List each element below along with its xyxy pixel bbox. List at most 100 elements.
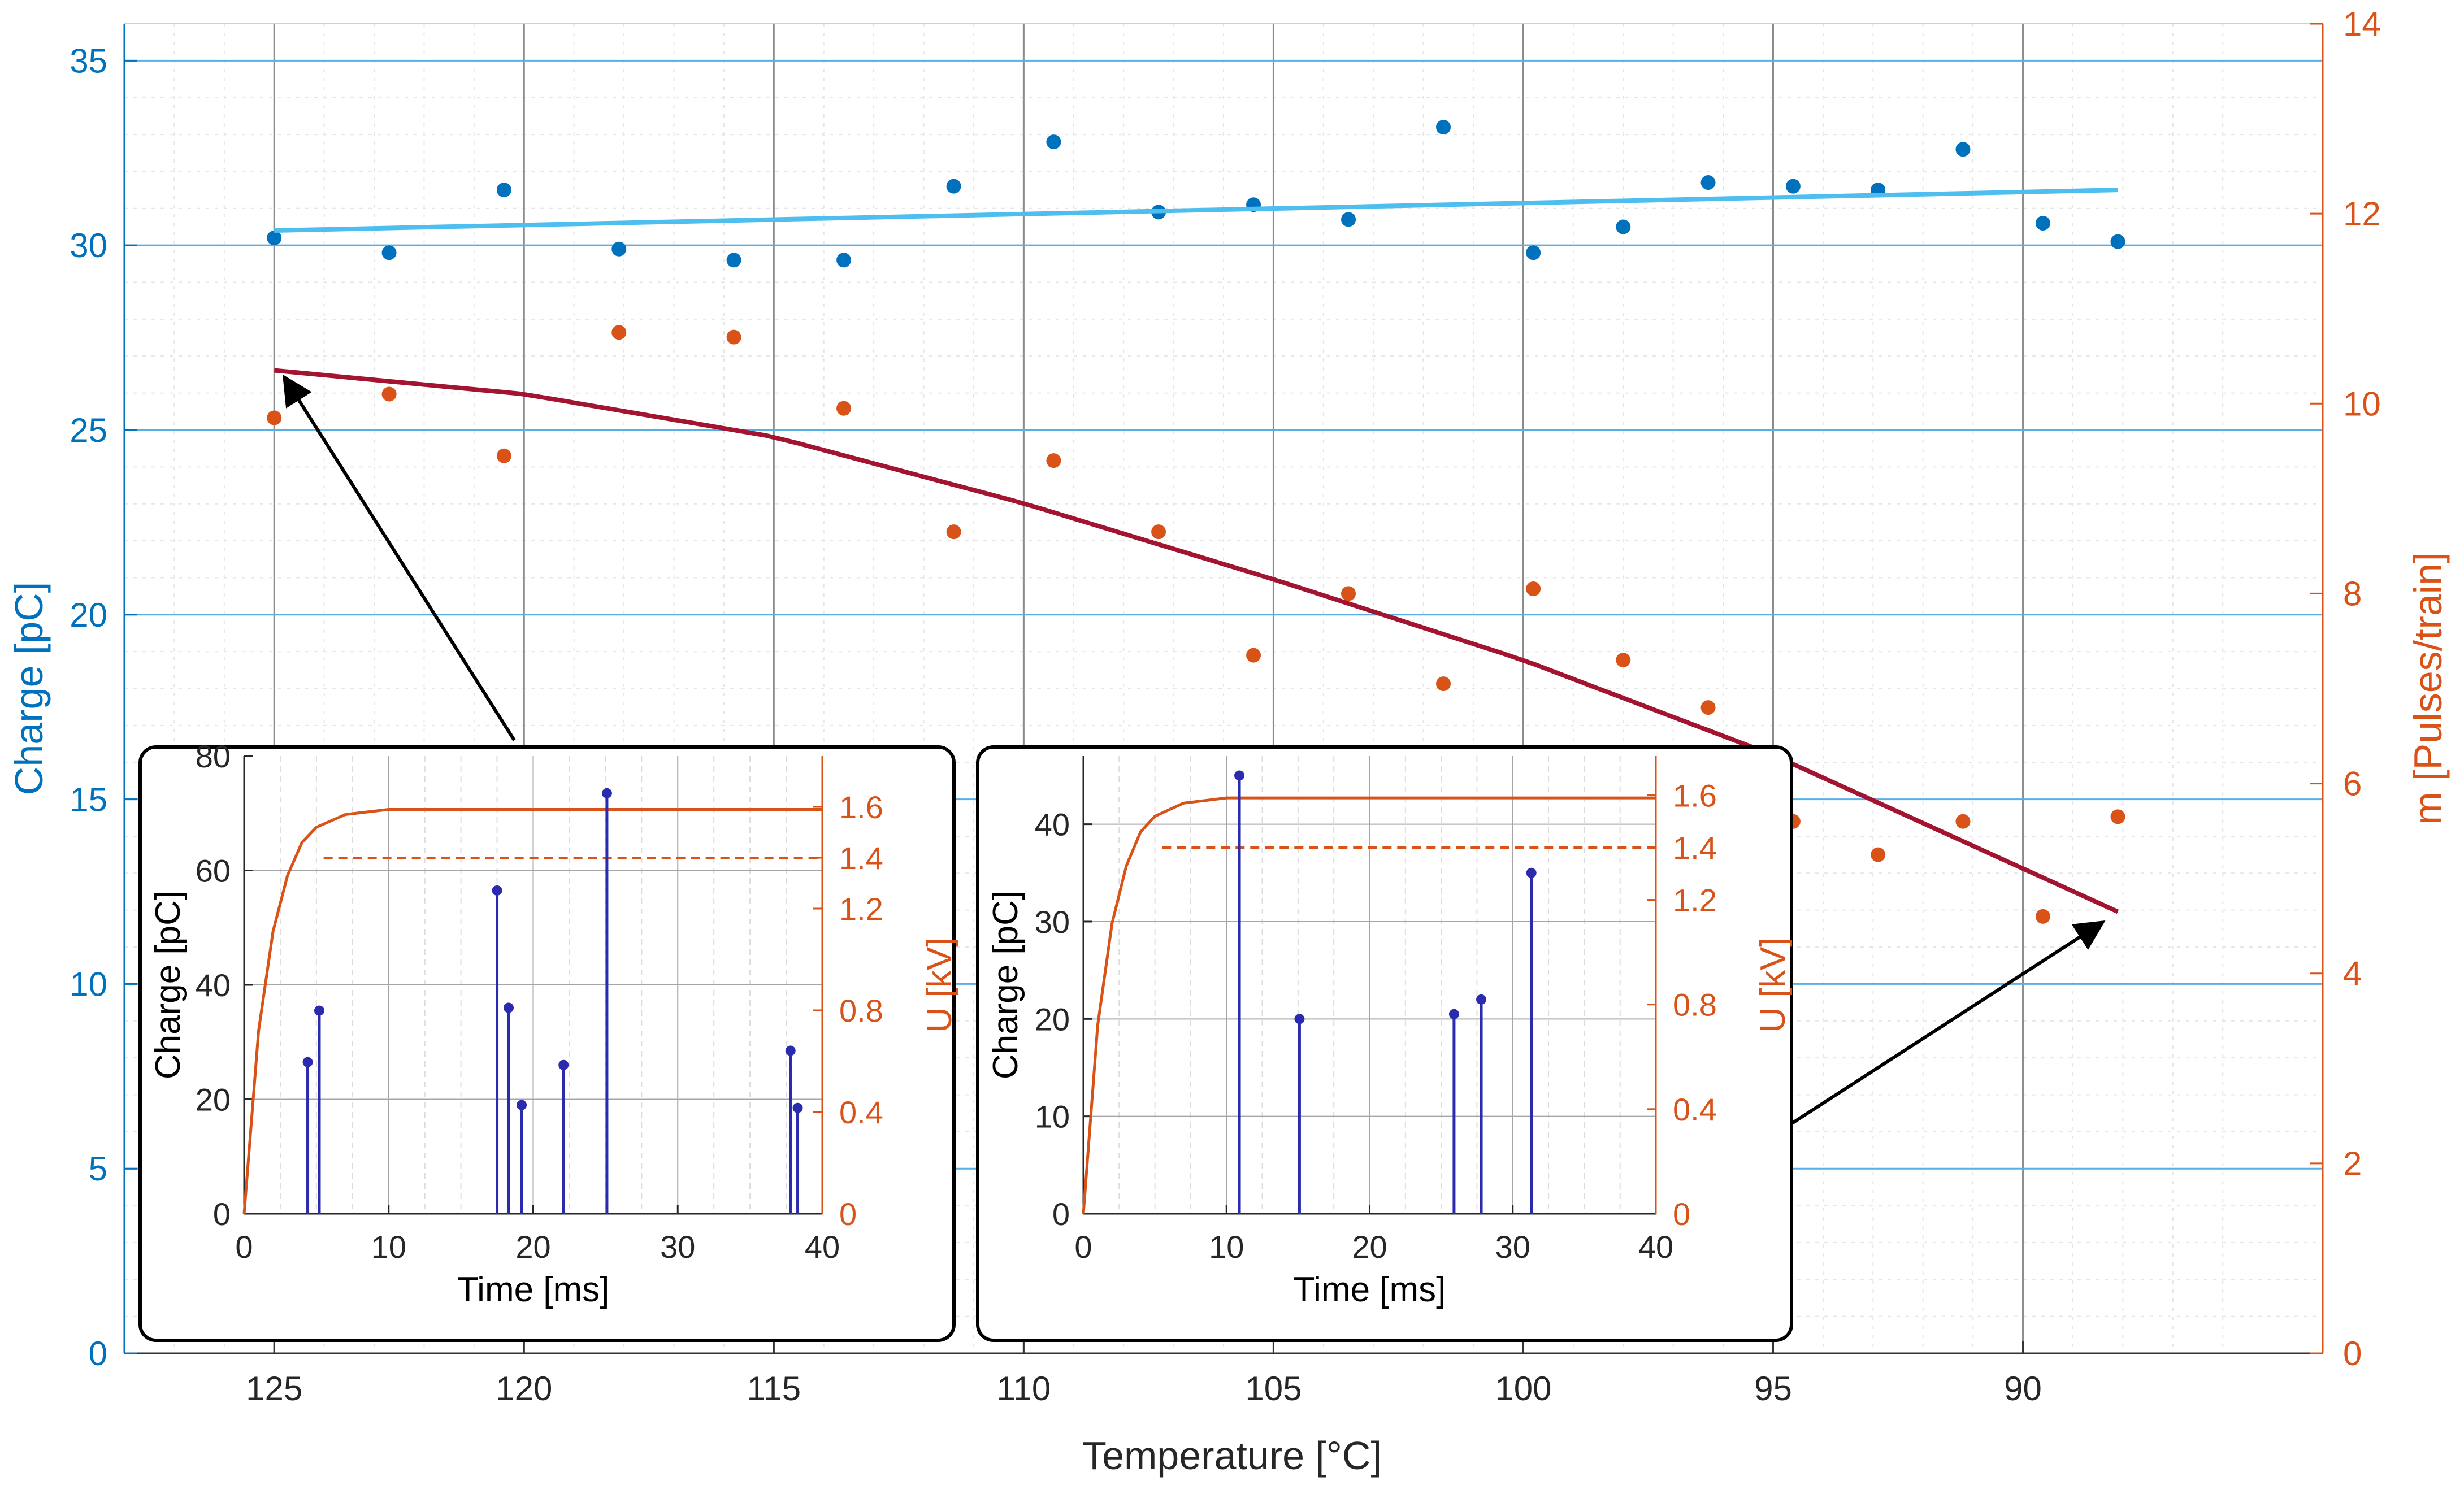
- inset-right-tick-label: 1.6: [1673, 778, 1717, 813]
- inset-stem-marker: [792, 1102, 803, 1113]
- left-tick-label: 5: [89, 1150, 107, 1188]
- arrow-to-start: [283, 374, 516, 741]
- charge-point: [496, 183, 511, 198]
- right-tick-label: 14: [2343, 5, 2381, 43]
- x-tick-label: 120: [496, 1370, 552, 1408]
- pulses-point: [267, 410, 282, 425]
- left-tick-label: 25: [70, 411, 107, 449]
- x-tick-label: 105: [1245, 1370, 1302, 1408]
- inset-stem-marker: [1448, 1009, 1459, 1019]
- inset-stem-marker: [314, 1005, 324, 1016]
- pulses-point: [726, 329, 741, 345]
- inset-left-tick-label: 40: [196, 967, 231, 1003]
- inset-frame: [138, 745, 956, 1342]
- charge-point: [1341, 212, 1356, 227]
- pulses-point: [1341, 586, 1356, 601]
- charge-point: [381, 245, 397, 260]
- inset-stem-marker: [504, 1002, 514, 1013]
- right-tick-label: 12: [2343, 195, 2381, 233]
- inset-right-tick-label: 1.4: [1673, 830, 1717, 866]
- inset-x-tick-label: 30: [1495, 1229, 1530, 1265]
- annotation-arrows: [283, 374, 2106, 1129]
- right-tick-label: 10: [2343, 385, 2381, 423]
- pulses-point: [611, 325, 627, 340]
- left-tick-label: 15: [70, 781, 107, 819]
- pulses-series: [267, 325, 2125, 924]
- right-axis-title: m [Pulses/train]: [2406, 552, 2450, 824]
- x-tick-label: 125: [246, 1370, 302, 1408]
- inset-x-tick-label: 0: [1074, 1229, 1092, 1265]
- inset-stem-marker: [517, 1100, 527, 1110]
- pulses-point: [946, 524, 961, 540]
- arrow-to-end: [1785, 920, 2106, 1129]
- inset-left-axis-title: Charge [pC]: [986, 891, 1025, 1079]
- inset-x-tick-label: 40: [1638, 1229, 1673, 1265]
- inset-x-tick-label: 20: [1352, 1229, 1387, 1265]
- right-tick-label: 2: [2343, 1145, 2362, 1183]
- inset-right-tick-label: 0.8: [1673, 987, 1717, 1023]
- inset-left-tick-label: 30: [1035, 904, 1070, 940]
- inset-stem-marker: [785, 1045, 796, 1056]
- charge-point: [1616, 219, 1631, 234]
- pulses-point: [1955, 814, 1971, 829]
- right-tick-label: 4: [2343, 955, 2362, 993]
- charge-point: [2035, 215, 2050, 231]
- inset-right-tick-label: 0.4: [839, 1095, 883, 1130]
- inset-stem-marker: [1526, 867, 1537, 878]
- x-tick-label: 100: [1495, 1370, 1551, 1408]
- left-tick-label: 0: [89, 1335, 107, 1373]
- inset-stem-marker: [1476, 994, 1487, 1005]
- inset-left-tick-label: 20: [196, 1082, 231, 1118]
- inset-x-tick-label: 40: [805, 1229, 840, 1265]
- right-tick-label: 8: [2343, 575, 2362, 613]
- charge-point: [611, 241, 627, 257]
- pulses-point: [1436, 676, 1451, 692]
- inset-right-tick-label: 1.2: [839, 891, 883, 927]
- charge-point: [1046, 134, 1061, 150]
- inset-right-axis-title: U [kV]: [920, 937, 959, 1033]
- charge-point: [2110, 234, 2125, 249]
- inset-right-tick-label: 0: [839, 1196, 857, 1232]
- pulses-point: [1046, 453, 1061, 468]
- inset-left-tick-label: 0: [1052, 1196, 1070, 1232]
- charge-point: [836, 253, 852, 268]
- charge-point: [1785, 179, 1801, 194]
- right-tick-label: 6: [2343, 765, 2362, 803]
- inset-x-axis-title: Time [ms]: [1294, 1270, 1446, 1309]
- inset-x-tick-label: 30: [660, 1229, 695, 1265]
- inset-stem-marker: [492, 885, 502, 896]
- inset-right-tick-label: 1.2: [1673, 883, 1717, 918]
- inset-left-axis-title: Charge [pC]: [149, 891, 188, 1079]
- inset-right-tick-label: 1.6: [839, 789, 883, 825]
- inset-right-axis-title: U [kV]: [1754, 937, 1793, 1033]
- left-tick-label: 30: [70, 227, 107, 264]
- inset-stem-marker: [1234, 770, 1245, 781]
- inset-left-tick-label: 0: [213, 1196, 231, 1232]
- charge-fit-line: [274, 188, 2118, 233]
- inset-left-tick-label: 20: [1035, 1001, 1070, 1037]
- inset-voltage-curve: [242, 808, 822, 1214]
- x-tick-label: 115: [747, 1370, 801, 1408]
- x-axis-title: Temperature [°C]: [1082, 1434, 1382, 1478]
- pulses-point: [2110, 809, 2125, 824]
- inset-left-tick-label: 10: [1035, 1099, 1070, 1135]
- left-axis-title: Charge [pC]: [7, 582, 51, 795]
- left-tick-label: 10: [70, 965, 107, 1003]
- charge-fit-series: [274, 188, 2118, 233]
- x-tick-label: 90: [2004, 1370, 2042, 1408]
- inset-x-tick-label: 0: [235, 1229, 253, 1265]
- pulses-point: [1700, 700, 1716, 715]
- charge-point: [1436, 120, 1451, 135]
- inset-x-tick-label: 10: [1209, 1229, 1244, 1265]
- inset-left-tick-label: 60: [196, 853, 231, 889]
- charge-point: [1700, 175, 1716, 190]
- pulses-point: [1871, 847, 1886, 862]
- left-tick-label: 20: [70, 596, 107, 634]
- charge-point: [946, 179, 961, 194]
- inset-right-tick-label: 0.4: [1673, 1092, 1717, 1127]
- inset-right-tick-label: 1.4: [839, 840, 883, 876]
